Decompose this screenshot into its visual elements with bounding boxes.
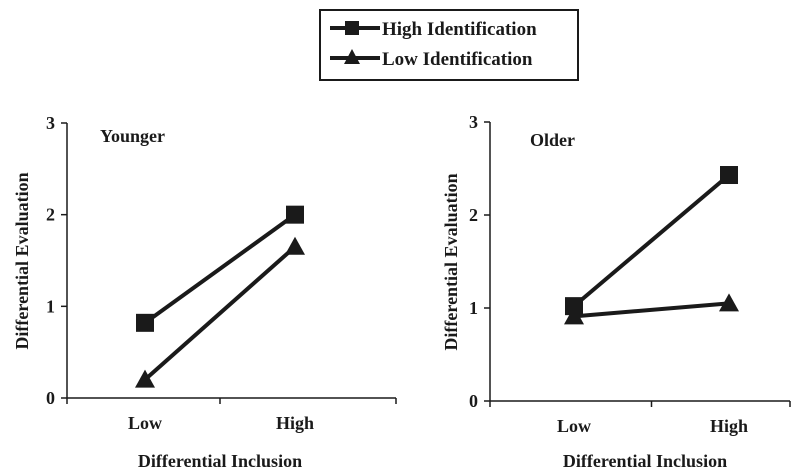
y-tick-label: 0 <box>469 391 478 411</box>
legend-item-high-identification: High Identification <box>330 19 537 40</box>
y-tick-label: 0 <box>46 388 55 408</box>
data-point-square <box>136 313 154 332</box>
legend-item-low-identification: Low Identification <box>330 49 533 70</box>
series-line-high-identification <box>143 213 297 325</box>
y-tick-label: 3 <box>46 113 55 133</box>
x-tick-label: Low <box>557 416 591 436</box>
series-line-high-identification <box>572 173 731 308</box>
legend-square-marker <box>345 21 359 35</box>
legend-label-low-identification: Low Identification <box>382 49 533 70</box>
x-tick-label: High <box>710 416 748 436</box>
y-tick-label: 1 <box>469 298 478 318</box>
y-tick-label: 2 <box>46 205 55 225</box>
chart-panel-younger: Differential Evaluation Differential Inc… <box>12 113 397 470</box>
data-point-square <box>720 166 738 185</box>
legend-label-high-identification: High Identification <box>382 19 537 40</box>
data-point-triangle <box>135 369 155 388</box>
series-line-low-identification <box>573 301 730 319</box>
y-tick-label: 3 <box>469 112 478 132</box>
chart-panel-older: Differential Evaluation Differential Inc… <box>441 112 791 470</box>
data-point-triangle <box>285 236 305 255</box>
x-axis-label: Differential Inclusion <box>563 451 727 470</box>
legend: High Identification Low Identification <box>319 9 579 81</box>
data-point-triangle <box>719 293 739 312</box>
data-point-square <box>565 297 583 316</box>
x-tick-label: High <box>276 413 314 433</box>
legend-triangle-marker <box>344 49 360 64</box>
data-point-square <box>286 205 304 224</box>
y-axis-label: Differential Evaluation <box>12 172 32 349</box>
data-point-triangle <box>564 306 584 325</box>
panel-label: Younger <box>100 126 165 146</box>
y-tick-label: 1 <box>46 296 55 316</box>
y-tick-label: 2 <box>469 205 478 225</box>
x-tick-label: Low <box>128 413 162 433</box>
series-line-low-identification <box>143 245 297 382</box>
x-axis-label: Differential Inclusion <box>138 451 302 470</box>
legend-box <box>319 9 579 81</box>
y-axis-label: Differential Evaluation <box>441 173 461 350</box>
panel-label: Older <box>530 130 575 150</box>
